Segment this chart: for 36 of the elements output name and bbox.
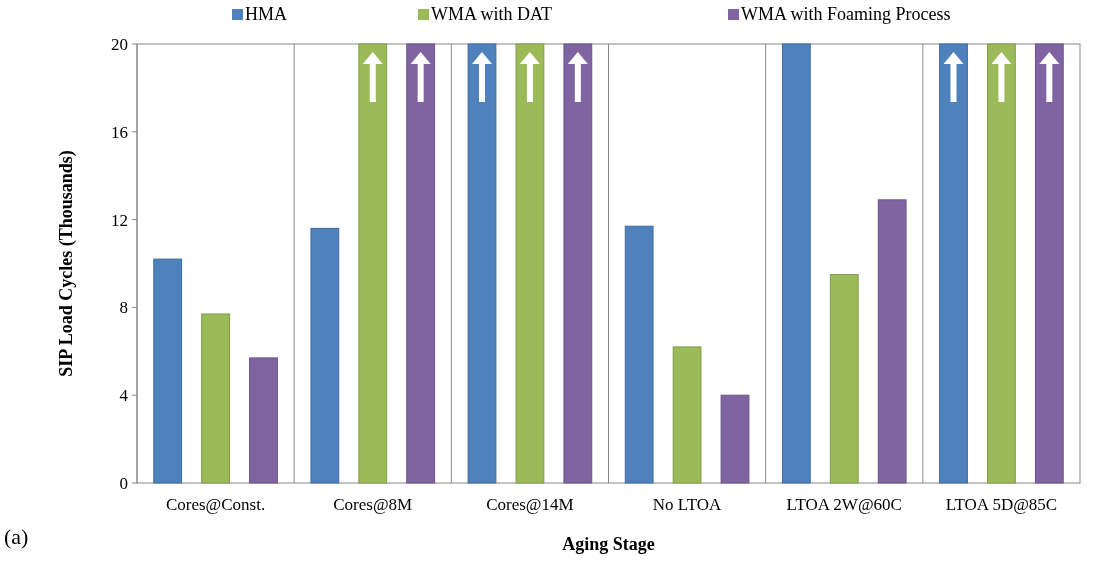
bar (406, 43, 436, 484)
y-tick-label: 12 (111, 210, 128, 230)
legend-label: WMA with Foaming Process (741, 4, 951, 24)
x-tick-label: Cores@8M (333, 495, 413, 514)
x-tick-label: Cores@14M (486, 495, 574, 514)
x-tick-label: No LTOA (652, 495, 723, 514)
y-tick-label: 0 (119, 473, 128, 493)
bar (1034, 43, 1064, 484)
bar (153, 258, 183, 484)
legend-label: WMA with DAT (431, 4, 552, 24)
bar (939, 43, 968, 484)
bar (515, 43, 545, 484)
bar (563, 43, 593, 484)
bar (672, 346, 702, 484)
text: (a) (4, 524, 29, 549)
bar (467, 43, 497, 484)
bar (877, 199, 907, 484)
y-axis-title: SIP Load Cycles (Thousands) (56, 150, 77, 377)
bar (310, 227, 340, 484)
y-tick-label: 4 (119, 386, 129, 406)
bar (201, 313, 230, 484)
bar (720, 394, 750, 484)
x-axis-title: Aging Stage (562, 534, 655, 554)
bar (781, 43, 811, 484)
bar (624, 225, 654, 484)
bar (987, 43, 1016, 484)
bar (249, 357, 278, 484)
bar (358, 43, 388, 484)
x-tick-label: Cores@Const. (165, 495, 266, 514)
bar (829, 273, 859, 484)
y-tick-label: 8 (119, 298, 128, 318)
x-tick-label: LTOA 5D@85C (945, 495, 1058, 514)
x-tick-label: LTOA 2W@60C (786, 495, 902, 514)
y-tick-label: 20 (111, 34, 128, 54)
legend-label: HMA (245, 4, 288, 24)
y-tick-label: 16 (111, 122, 128, 142)
